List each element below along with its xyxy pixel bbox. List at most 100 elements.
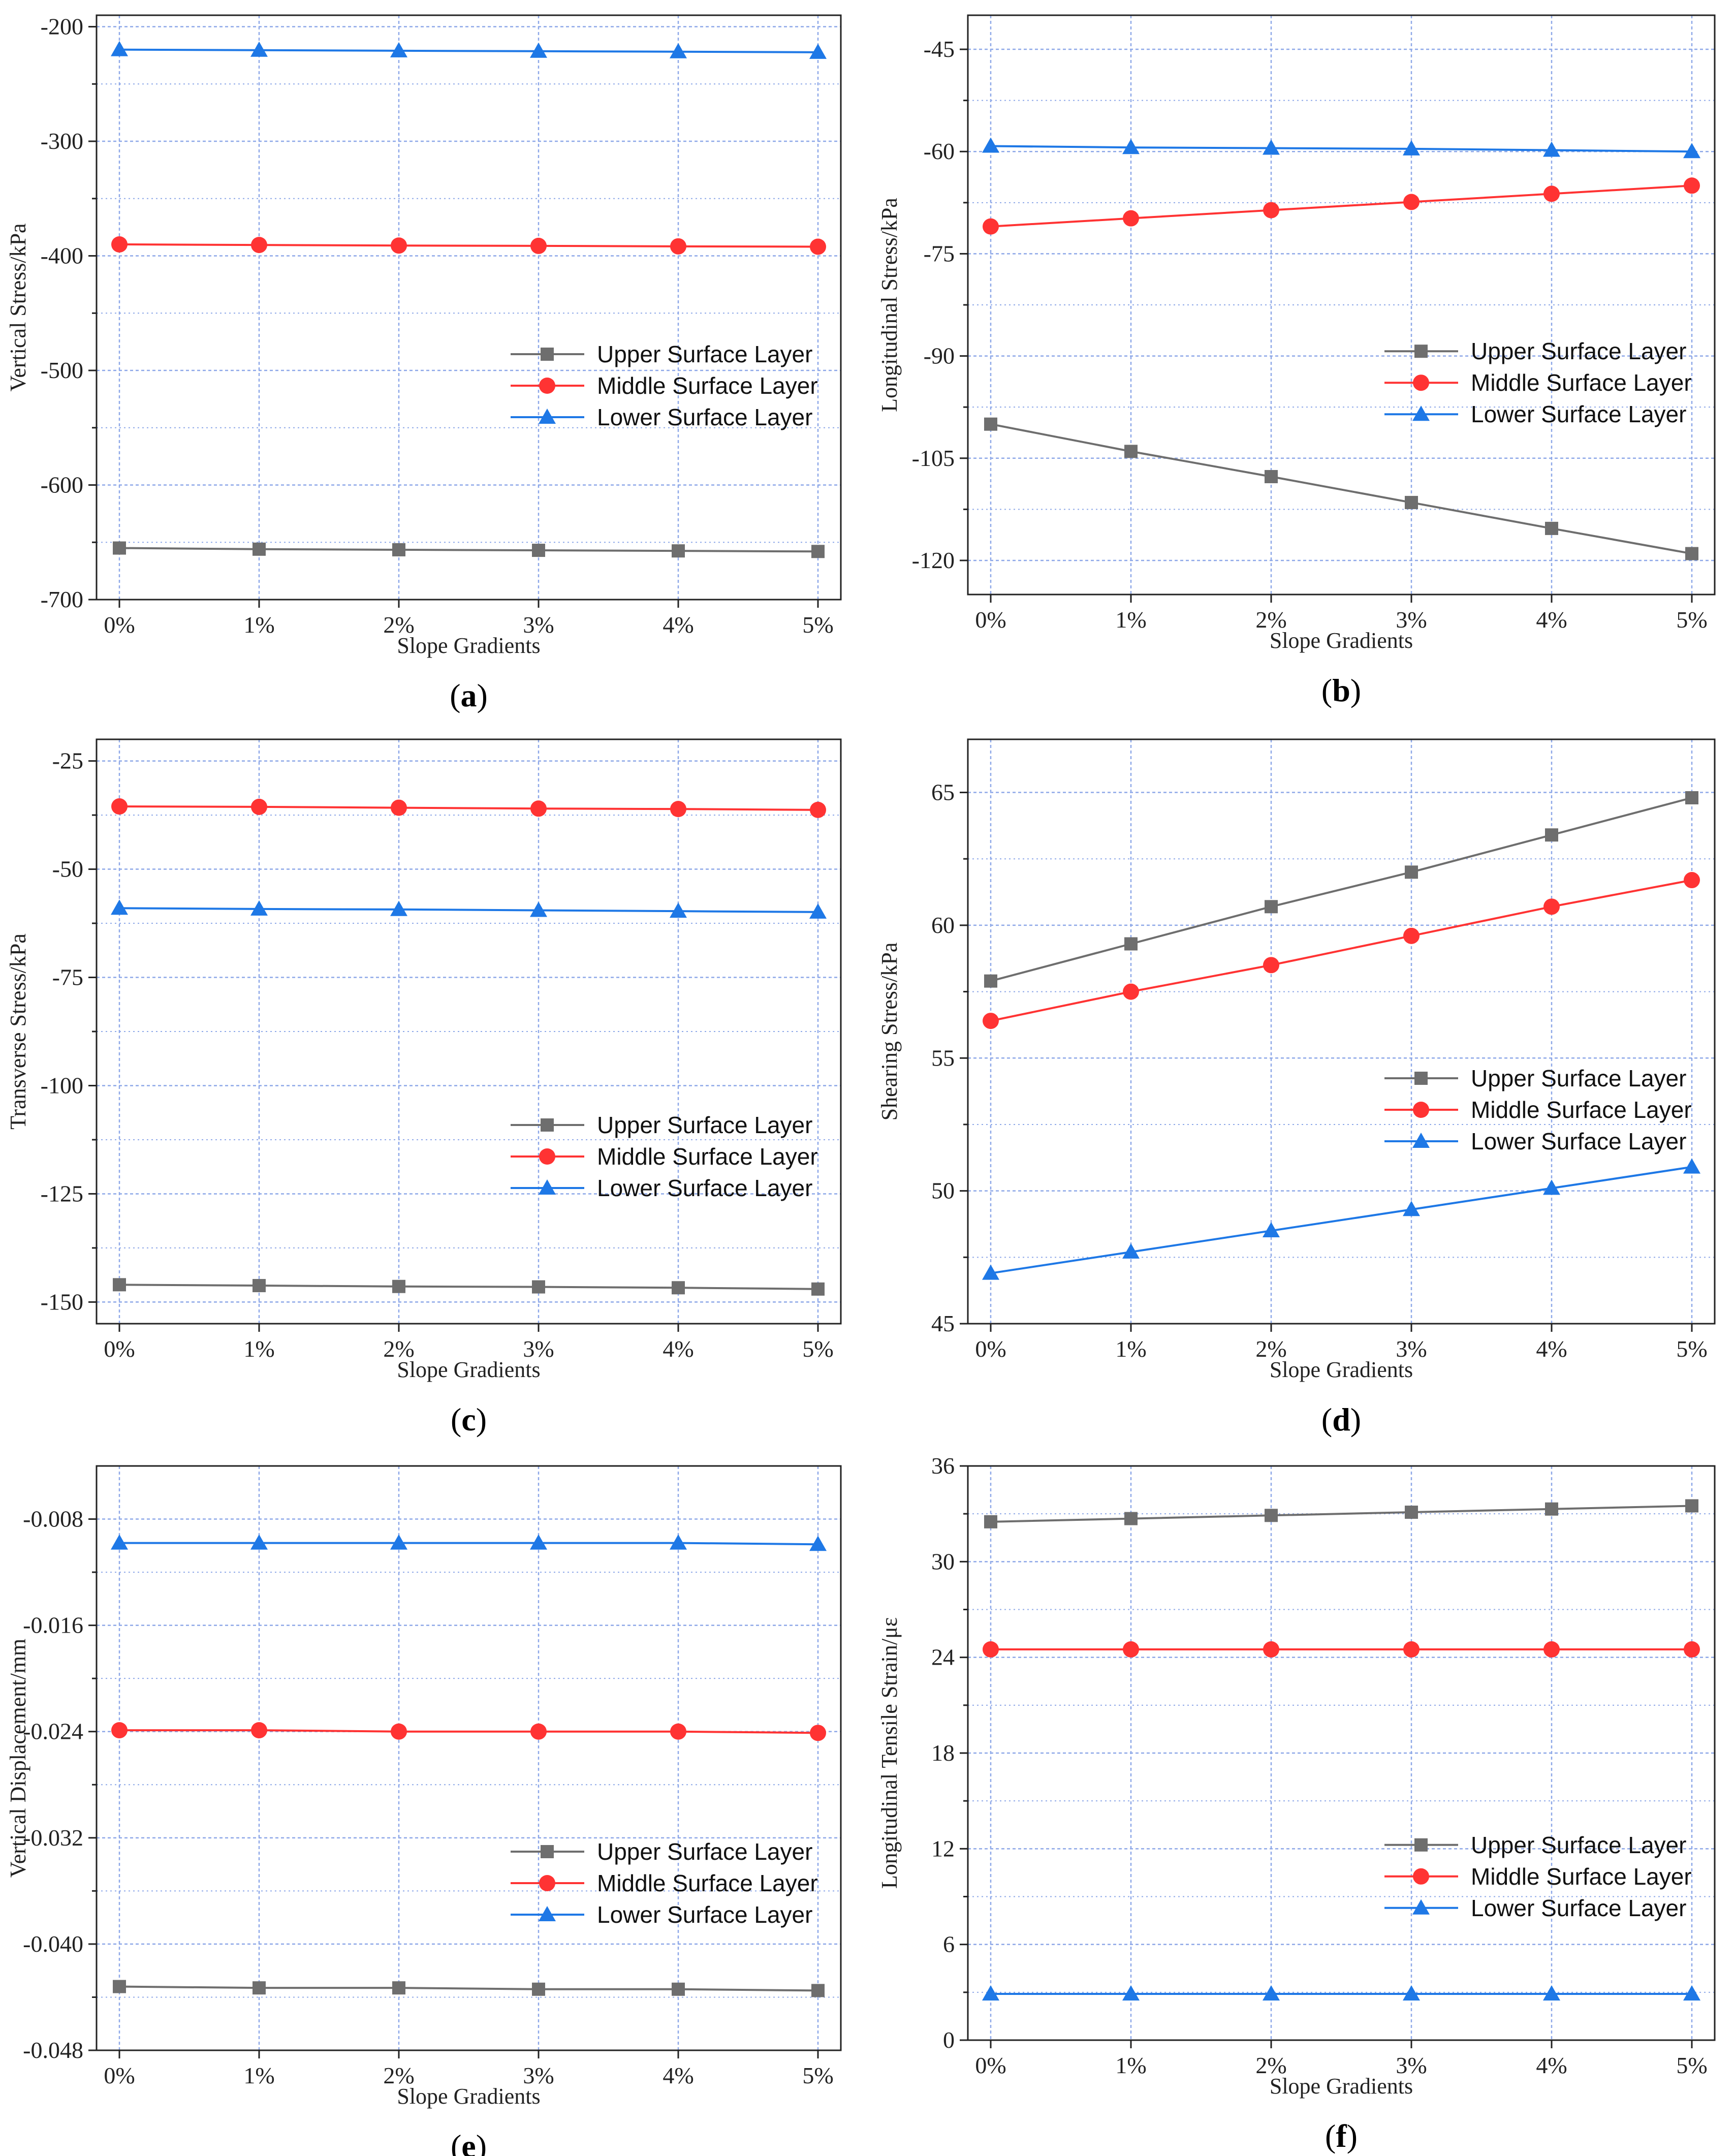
y-tick-label: -50: [52, 856, 83, 882]
y-tick-label: -500: [41, 357, 83, 383]
legend-label-middle: Middle Surface Layer: [597, 372, 818, 399]
series-line-lower: [990, 1166, 1692, 1274]
data-point-middle: [1684, 177, 1700, 194]
y-tick-label: -300: [41, 128, 83, 154]
legend-marker-middle: [1413, 1102, 1429, 1118]
data-point-middle: [1543, 1641, 1560, 1658]
legend-label-middle: Middle Surface Layer: [597, 1143, 818, 1170]
y-tick-label: -100: [41, 1072, 83, 1098]
y-axis-label: Vertical Stress/kPa: [6, 223, 30, 391]
legend-label-middle: Middle Surface Layer: [1471, 1863, 1692, 1890]
series-line-lower: [119, 1542, 818, 1546]
data-point-middle: [670, 1723, 686, 1740]
series-line-middle: [990, 879, 1692, 1022]
panel-caption: (d): [1321, 1401, 1361, 1438]
data-point-upper: [672, 1982, 685, 1996]
data-point-lower: [982, 137, 999, 153]
data-point-middle: [1684, 872, 1700, 889]
data-point-upper: [392, 1279, 405, 1293]
legend-marker-lower: [1412, 1899, 1430, 1915]
x-tick-label: 2%: [383, 612, 414, 638]
x-tick-label: 0%: [104, 2063, 135, 2088]
legend-label-lower: Lower Surface Layer: [597, 404, 812, 430]
y-tick-label: 24: [931, 1644, 955, 1670]
legend-label-lower: Lower Surface Layer: [597, 1175, 812, 1201]
x-tick-label: 0%: [975, 2052, 1006, 2078]
data-point-upper: [1545, 828, 1558, 842]
x-tick-label: 2%: [1255, 607, 1286, 633]
series-line-upper: [119, 1284, 818, 1290]
series-line-lower: [119, 907, 818, 913]
y-tick-label: 65: [931, 779, 955, 805]
y-tick-label: -60: [924, 138, 955, 164]
legend-marker-middle: [1413, 374, 1429, 391]
x-tick-label: 5%: [1676, 2052, 1707, 2078]
legend-marker-lower: [539, 1179, 556, 1195]
data-point-lower: [530, 1534, 547, 1550]
series-line-middle: [119, 805, 818, 811]
y-axis-label: Longitudinal Tensile Strain/με: [877, 1617, 902, 1889]
x-tick-label: 4%: [1536, 2052, 1567, 2078]
y-tick-label: -0.032: [23, 1825, 83, 1851]
y-tick-label: 45: [931, 1310, 955, 1336]
plot-frame: [967, 1465, 1716, 2041]
data-point-middle: [810, 1725, 826, 1741]
data-point-upper: [984, 1515, 997, 1528]
x-axis-label: Slope Gradients: [1270, 1357, 1413, 1382]
legend-label-middle: Middle Surface Layer: [597, 1870, 818, 1896]
series-line-middle: [119, 1729, 818, 1734]
y-tick-label: -25: [52, 748, 83, 774]
y-tick-label: -0.048: [23, 2037, 83, 2063]
x-tick-label: 2%: [383, 1336, 414, 1362]
data-point-upper: [1685, 791, 1698, 804]
data-point-lower: [390, 42, 407, 57]
data-point-middle: [1263, 957, 1279, 974]
data-point-upper: [811, 1282, 825, 1296]
data-point-middle: [1543, 185, 1560, 202]
y-axis-label: Vertical Displacement/mm: [6, 1639, 30, 1878]
plot-frame: [96, 1465, 842, 2051]
y-tick-label: 30: [931, 1548, 955, 1574]
legend-marker-lower: [1412, 1133, 1430, 1148]
legend-marker-middle: [539, 1875, 555, 1891]
y-tick-label: -200: [41, 14, 83, 40]
chart-panel-d: 45 50 55 60 65 0% 1% 2% 3% 4% 5% Upper Surface Laye…: [877, 738, 1716, 1438]
data-point-upper: [1124, 937, 1138, 951]
y-tick-label: 12: [931, 1835, 955, 1861]
panel-caption: (f): [1325, 2118, 1358, 2154]
x-tick-label: 5%: [802, 1336, 833, 1362]
data-point-lower: [530, 901, 547, 917]
data-point-lower: [390, 1534, 407, 1550]
legend-marker-lower: [539, 409, 556, 424]
x-tick-label: 2%: [1255, 1336, 1286, 1362]
plot-frame: [96, 14, 842, 601]
data-point-middle: [983, 218, 999, 235]
data-point-lower: [1122, 139, 1140, 154]
data-point-upper: [1685, 1499, 1698, 1513]
legend-marker-upper: [541, 348, 554, 361]
data-point-middle: [670, 801, 686, 818]
data-point-middle: [1684, 1641, 1700, 1658]
x-tick-label: 4%: [1536, 607, 1567, 633]
data-point-upper: [1405, 1506, 1418, 1519]
x-tick-label: 4%: [1536, 1336, 1567, 1362]
legend-label-middle: Middle Surface Layer: [1471, 1097, 1692, 1123]
data-point-lower: [982, 1264, 999, 1280]
data-point-lower: [1683, 143, 1700, 159]
data-point-lower: [1122, 1985, 1140, 2001]
data-point-middle: [670, 238, 686, 255]
data-point-upper: [392, 543, 405, 556]
x-tick-label: 5%: [802, 612, 833, 638]
legend-label-lower: Lower Surface Layer: [1471, 1895, 1686, 1921]
y-tick-label: -0.040: [23, 1931, 83, 1957]
data-point-lower: [670, 902, 687, 918]
data-point-lower: [1263, 139, 1280, 155]
plot-frame: [96, 738, 842, 1325]
y-tick-label: -75: [52, 964, 83, 990]
data-point-middle: [1543, 898, 1560, 915]
chart-panel-a: -700 -600 -500 -400 -300 -200 0% 1% 2% 3% 4% 5% Uppe…: [6, 14, 842, 713]
data-point-lower: [670, 1534, 687, 1550]
plot-frame: [967, 14, 1716, 596]
data-point-middle: [251, 798, 267, 815]
y-tick-label: 60: [931, 912, 955, 938]
